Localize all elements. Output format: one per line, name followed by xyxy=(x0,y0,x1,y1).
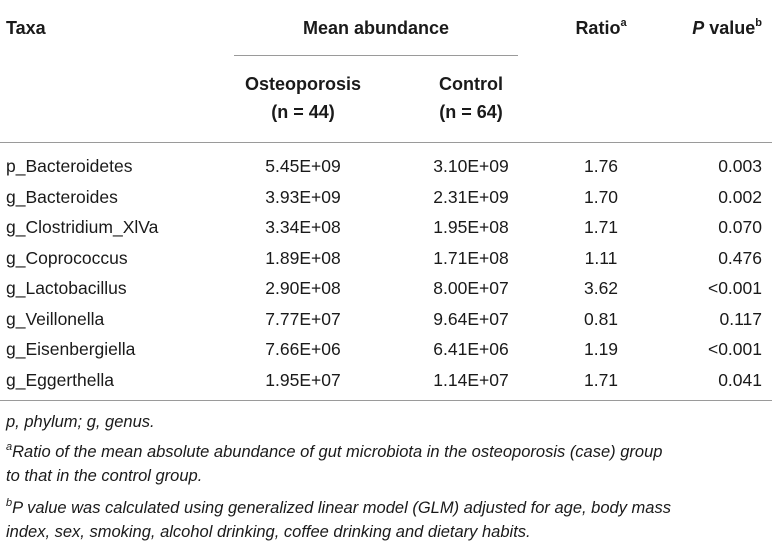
footnote-a-sup: a xyxy=(6,440,13,453)
cell-p: 0.476 xyxy=(718,247,762,268)
cell-control: 1.95E+08 xyxy=(433,217,509,237)
cell-control: 1.14E+07 xyxy=(433,369,509,390)
cell-osteo: 3.34E+08 xyxy=(265,217,341,237)
header-p-letter: P xyxy=(692,18,705,38)
cell-taxa: g_Veillonella xyxy=(6,308,105,329)
cell-taxa: p_Bacteroidetes xyxy=(6,156,133,176)
cell-control: 3.10E+09 xyxy=(433,156,509,176)
header-osteo-l2: (n = 44) xyxy=(271,102,335,122)
header-ratio-text: Ratio xyxy=(575,18,621,38)
cell-ratio: 1.11 xyxy=(584,247,618,268)
header-mean-abundance: Mean abundance xyxy=(302,18,450,38)
cell-p: 0.003 xyxy=(718,156,762,176)
header-ratio: Ratioa xyxy=(545,17,657,39)
cell-osteo: 7.66E+06 xyxy=(265,339,341,359)
cell-taxa: g_Clostridium_XlVa xyxy=(6,217,159,237)
header-rule xyxy=(0,142,772,143)
mean-abundance-underline xyxy=(234,55,518,56)
header-control-l2: (n = 64) xyxy=(439,102,503,122)
cell-ratio: 1.71 xyxy=(583,369,619,390)
cell-control: 6.41E+06 xyxy=(433,339,509,359)
footnote-b-l2: index, sex, smoking, alcohol drinking, c… xyxy=(6,523,531,541)
cell-p: 0.070 xyxy=(718,217,762,237)
footnote-b-text: P value was calculated using generalized… xyxy=(12,499,671,517)
cell-ratio: 1.70 xyxy=(583,186,619,207)
cell-ratio: 3.62 xyxy=(583,278,619,298)
cell-control: 8.00E+07 xyxy=(433,278,509,298)
cell-osteo: 7.77E+07 xyxy=(265,308,341,329)
footnote-a-l2: to that in the control group. xyxy=(6,467,203,485)
cell-p: <0.001 xyxy=(707,339,762,359)
footnote-b-l1: bP value was calculated using generalize… xyxy=(6,496,772,520)
cell-control: 2.31E+09 xyxy=(433,186,509,207)
header-control-l1: Control xyxy=(439,74,503,94)
header-p-sup: b xyxy=(755,17,762,29)
cell-p: 0.002 xyxy=(718,186,762,207)
cell-taxa: g_Bacteroides xyxy=(6,186,118,207)
cell-taxa: g_Eggerthella xyxy=(6,369,114,390)
cell-ratio: 0.81 xyxy=(583,308,619,329)
header-p-value: P valueb xyxy=(692,17,762,39)
cell-ratio: 1.76 xyxy=(583,156,619,176)
cell-osteo: 1.95E+07 xyxy=(265,369,341,390)
cell-osteo: 1.89E+08 xyxy=(265,247,341,268)
header-ratio-sup: a xyxy=(620,17,627,29)
cell-taxa: g_Lactobacillus xyxy=(6,278,127,298)
cell-p: 0.117 xyxy=(719,308,763,329)
cell-taxa: g_Eisenbergiella xyxy=(6,339,136,359)
footnote-a-text: Ratio of the mean absolute abundance of … xyxy=(12,443,663,461)
header-osteo-l1: Osteoporosis xyxy=(244,74,362,94)
table-bottom-rule xyxy=(0,400,772,401)
cell-ratio: 1.19 xyxy=(583,339,619,359)
footnote-abbrev: p, phylum; g, genus. xyxy=(6,413,155,431)
header-p-rest: value xyxy=(704,18,756,38)
cell-osteo: 3.93E+09 xyxy=(265,186,341,207)
footnote-a-l1: aRatio of the mean absolute abundance of… xyxy=(6,440,772,464)
cell-p: <0.001 xyxy=(707,278,762,298)
cell-control: 1.71E+08 xyxy=(433,247,509,268)
cell-ratio: 1.71 xyxy=(583,217,619,237)
header-taxa: Taxa xyxy=(6,18,46,38)
cell-osteo: 5.45E+09 xyxy=(265,156,341,176)
cell-taxa: g_Coprococcus xyxy=(6,247,128,268)
cell-osteo: 2.90E+08 xyxy=(265,278,341,298)
cell-p: 0.041 xyxy=(718,369,762,390)
footnote-b-sup: b xyxy=(6,496,13,509)
cell-control: 9.64E+07 xyxy=(433,308,509,329)
